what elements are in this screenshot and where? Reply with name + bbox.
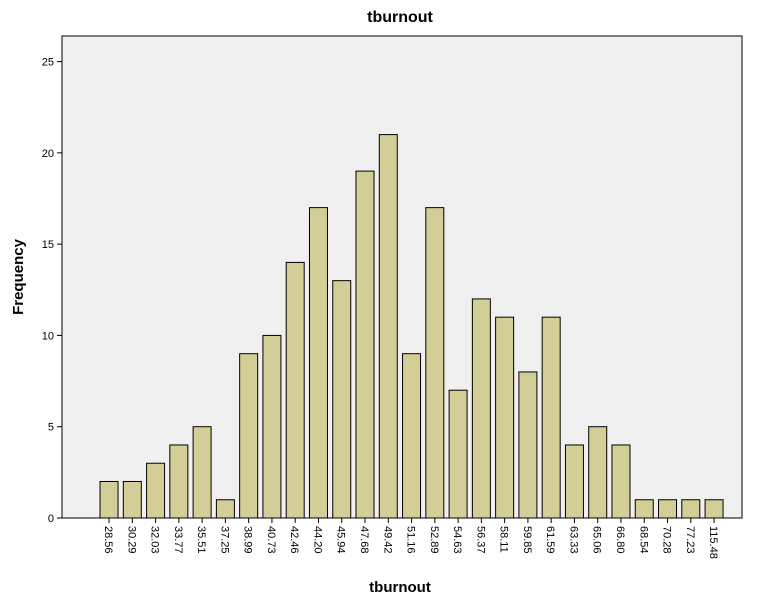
bar bbox=[658, 499, 678, 519]
plot-area bbox=[61, 35, 743, 519]
x-tick-label: 37.25 bbox=[218, 526, 230, 554]
x-tick-label: 52.89 bbox=[428, 526, 440, 554]
bar bbox=[471, 298, 491, 519]
bar bbox=[541, 316, 561, 519]
x-tick-label: 63.33 bbox=[567, 526, 579, 554]
x-tick-label: 45.94 bbox=[335, 526, 347, 554]
x-tick-label: 28.56 bbox=[102, 526, 114, 554]
bar bbox=[355, 170, 375, 519]
bar bbox=[215, 499, 235, 519]
bar bbox=[518, 371, 538, 519]
y-tick-label: 5 bbox=[48, 422, 54, 434]
bar bbox=[588, 426, 608, 519]
x-axis-title: tburnout bbox=[369, 579, 431, 596]
y-axis-title: Frequency bbox=[10, 238, 27, 315]
x-tick-label: 47.68 bbox=[358, 526, 370, 554]
x-tick-label: 44.20 bbox=[311, 526, 323, 554]
bar bbox=[611, 444, 631, 519]
x-tick-label: 51.16 bbox=[405, 526, 417, 554]
x-tick-label: 32.03 bbox=[149, 526, 161, 554]
chart-title: tburnout bbox=[367, 9, 433, 26]
x-tick-label: 70.28 bbox=[661, 526, 673, 554]
x-tick-label: 58.11 bbox=[498, 526, 510, 553]
x-tick-label: 38.99 bbox=[242, 526, 254, 554]
bar bbox=[262, 334, 282, 519]
x-tick-label: 40.73 bbox=[265, 526, 277, 554]
bar bbox=[285, 261, 305, 519]
bar bbox=[332, 280, 352, 519]
x-tick-label: 30.29 bbox=[125, 526, 137, 554]
y-tick-label: 25 bbox=[42, 57, 54, 69]
bar bbox=[239, 353, 259, 519]
x-tick-label: 61.59 bbox=[544, 526, 556, 554]
y-tick-label: 0 bbox=[48, 513, 54, 525]
x-tick-label: 49.42 bbox=[381, 526, 393, 554]
bar bbox=[169, 444, 189, 519]
bar bbox=[308, 207, 328, 519]
x-tick-label: 66.80 bbox=[614, 526, 626, 554]
bar bbox=[192, 426, 212, 519]
bar bbox=[495, 316, 515, 519]
x-tick-label: 68.54 bbox=[637, 526, 649, 554]
bar bbox=[122, 480, 142, 519]
bar bbox=[564, 444, 584, 519]
bar bbox=[634, 499, 654, 519]
x-tick-label: 115.48 bbox=[707, 526, 719, 559]
x-tick-label: 33.77 bbox=[172, 526, 184, 554]
bar bbox=[448, 389, 468, 519]
y-tick-label: 15 bbox=[42, 239, 54, 251]
bar bbox=[425, 207, 445, 519]
bar bbox=[146, 462, 166, 519]
x-tick-label: 59.85 bbox=[521, 526, 533, 554]
x-tick-label: 35.51 bbox=[195, 526, 207, 554]
y-tick-label: 10 bbox=[42, 330, 54, 342]
bar bbox=[681, 499, 701, 519]
x-tick-label: 65.06 bbox=[591, 526, 603, 554]
bar bbox=[378, 134, 398, 519]
x-tick-label: 54.63 bbox=[451, 526, 463, 554]
y-tick-label: 20 bbox=[42, 148, 54, 160]
x-tick-label: 42.46 bbox=[288, 526, 300, 554]
x-tick-label: 77.23 bbox=[684, 526, 696, 554]
bar bbox=[402, 353, 422, 519]
bar bbox=[99, 480, 119, 519]
x-tick-label: 56.37 bbox=[474, 526, 486, 554]
bar bbox=[704, 499, 724, 519]
